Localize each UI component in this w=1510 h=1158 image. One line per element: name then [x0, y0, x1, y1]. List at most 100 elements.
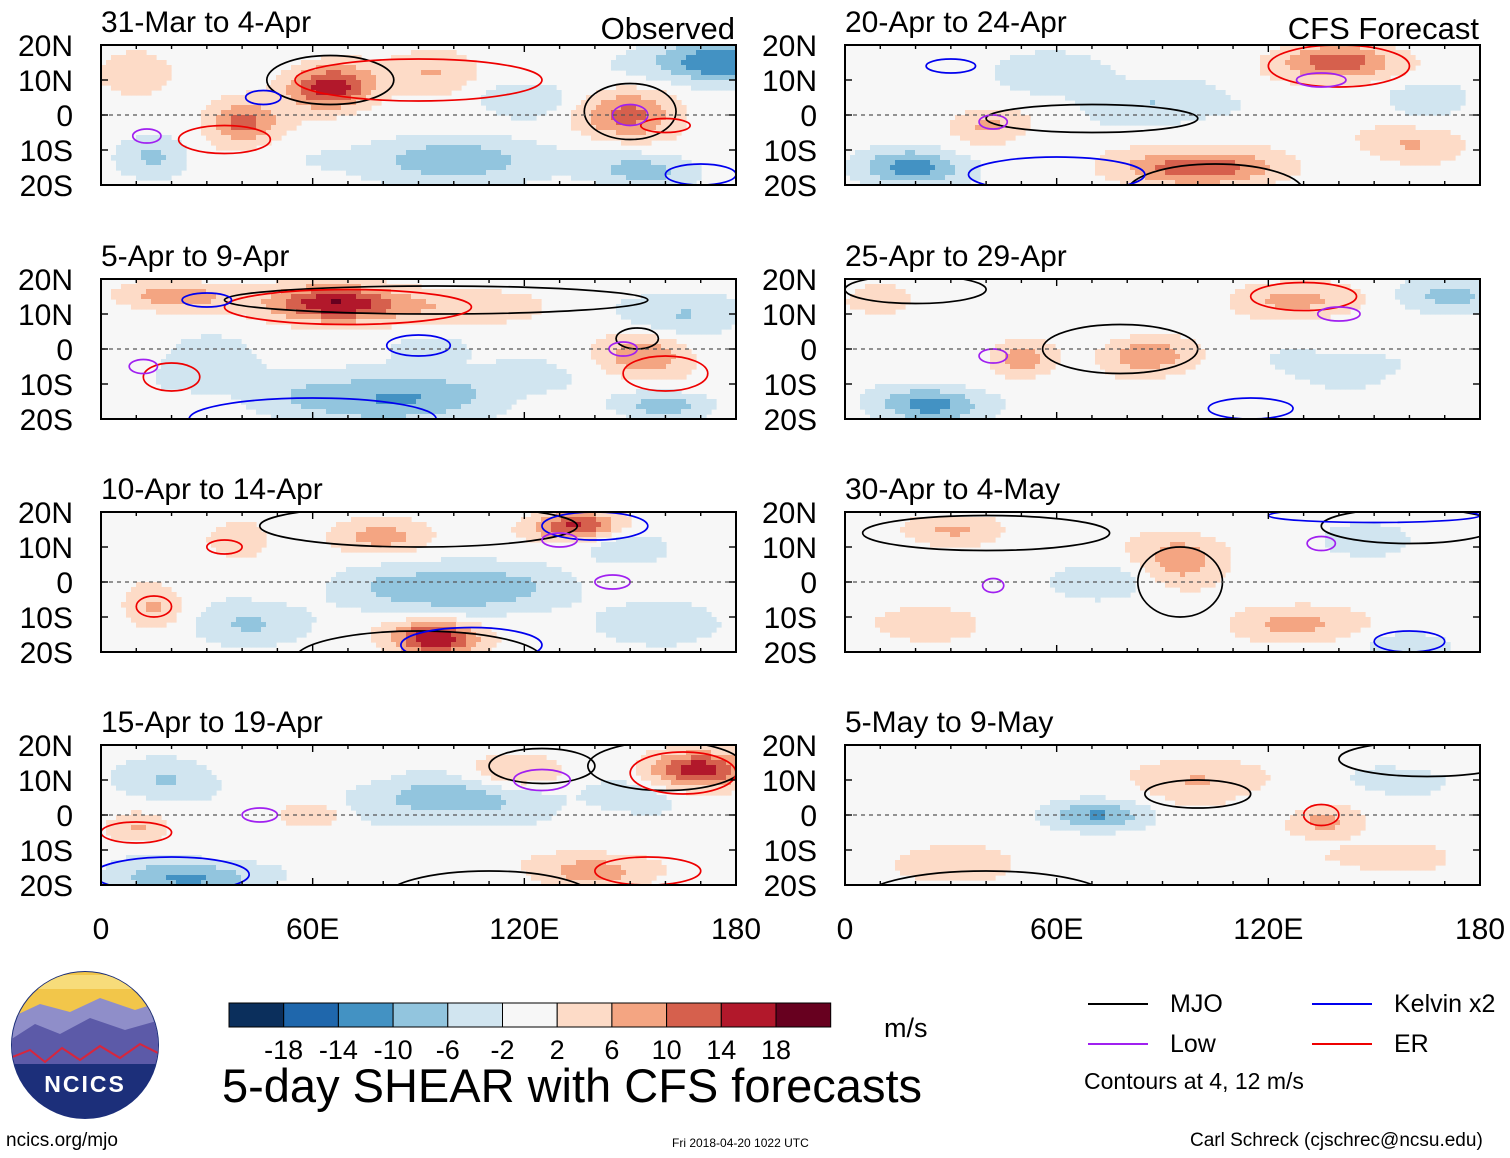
shear-cell [156, 587, 162, 593]
shear-cell [211, 354, 217, 360]
shear-cell [621, 517, 627, 523]
shear-cell [171, 617, 177, 623]
shear-cell [386, 80, 392, 86]
contour-black [223, 285, 649, 315]
shear-cell [461, 414, 467, 419]
shear-cell [691, 414, 697, 419]
shear-cell [521, 165, 527, 171]
shear-cell [626, 314, 632, 320]
shear-cell [331, 100, 337, 106]
shear-cell [656, 60, 662, 66]
shear-cell [556, 527, 562, 533]
shear-cell [656, 547, 662, 553]
shear-cell [596, 354, 602, 360]
shear-cell [171, 602, 177, 608]
shear-cell [366, 587, 372, 593]
shear-cell [656, 339, 662, 345]
shear-cell [351, 369, 357, 375]
shear-cell [461, 567, 467, 573]
shear-cell [251, 522, 257, 528]
shear-cell [386, 532, 392, 538]
contour-blue [385, 334, 452, 357]
shear-cell [421, 364, 427, 370]
shear-cell [426, 379, 432, 385]
shear-cell [596, 150, 602, 156]
shear-cell [681, 304, 687, 310]
shear-cell [271, 394, 277, 400]
shear-cell [636, 552, 642, 558]
shear-cell [226, 359, 232, 365]
shear-cell [386, 324, 392, 330]
shear-cell [501, 135, 507, 141]
shear-cell [451, 597, 457, 603]
shear-cell [406, 160, 412, 166]
shear-cell [421, 319, 427, 325]
shear-cell [511, 110, 517, 116]
shear-cell [526, 562, 532, 568]
shear-cell [426, 135, 432, 141]
shear-cell [671, 75, 677, 81]
shear-cell [396, 517, 402, 523]
shear-cell [481, 304, 487, 310]
shear-cell [521, 359, 527, 365]
shear-cell [626, 537, 632, 543]
shear-cell [481, 299, 487, 305]
shear-cell [421, 299, 427, 305]
shear-cell [441, 344, 447, 350]
shear-cell [646, 95, 652, 101]
shear-cell [256, 140, 262, 146]
shear-cell [296, 374, 302, 380]
shear-cell [126, 65, 132, 71]
shear-cell [626, 547, 632, 553]
shear-cell [501, 150, 507, 156]
shear-cell [256, 617, 262, 623]
shear-cell [686, 55, 692, 61]
shear-cell [366, 279, 372, 285]
shear-cell [466, 364, 472, 370]
y-tick-label: 0 [56, 334, 73, 367]
shear-cell [726, 324, 732, 330]
shear-cell [646, 50, 652, 56]
shear-cell [511, 374, 517, 380]
shear-cell [261, 364, 267, 370]
shear-cell [346, 567, 352, 573]
shear-cell [676, 70, 682, 76]
shear-cell [536, 369, 542, 375]
shear-cell [166, 175, 172, 181]
shear-cell [666, 399, 672, 405]
shear-cell [231, 552, 237, 558]
shear-cell [391, 522, 397, 528]
shear-cell [461, 299, 467, 305]
shear-cell [121, 85, 127, 91]
shear-cell [376, 414, 382, 419]
shear-cell [701, 294, 707, 300]
shear-cell [621, 175, 627, 181]
shear-cell [331, 115, 337, 121]
shear-cell [171, 607, 177, 613]
shear-cell [491, 105, 497, 111]
shear-cell [566, 170, 572, 176]
shear-cell [316, 294, 322, 300]
shear-cell [396, 409, 402, 415]
shear-cell [131, 612, 137, 618]
shear-cell [481, 582, 487, 588]
shear-cell [321, 80, 327, 86]
shear-cell [576, 160, 582, 166]
shear-cell [631, 404, 637, 410]
shear-cell [526, 294, 532, 300]
shear-cell [216, 145, 222, 151]
shear-cell [516, 155, 522, 161]
shear-cell [381, 65, 387, 71]
shear-cell [431, 170, 437, 176]
shear-cell [186, 374, 192, 380]
shear-cell [431, 404, 437, 410]
shear-cell [286, 612, 292, 618]
shear-cell [626, 155, 632, 161]
shear-cell [386, 314, 392, 320]
shear-cell [256, 309, 262, 315]
shear-cell [491, 409, 497, 415]
shear-cell [216, 389, 222, 395]
shear-cell [631, 155, 637, 161]
shear-cell [681, 50, 687, 56]
